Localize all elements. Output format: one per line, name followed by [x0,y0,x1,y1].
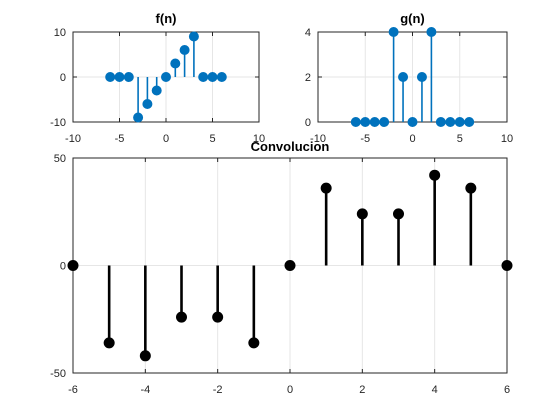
x-tick-label-convolution: -4 [140,384,150,396]
x-tick-label-fn: -5 [115,133,125,145]
x-tick-label-convolution: 0 [287,384,293,396]
stem-marker-gn [379,117,390,127]
stem-marker-fn [151,85,162,96]
stem-marker-convolution [176,311,187,323]
stem-marker-gn [407,117,418,127]
x-tick-label-convolution: -6 [68,384,78,396]
stem-marker-convolution [465,182,477,194]
stem-marker-convolution [501,260,513,271]
stem-marker-convolution [320,182,332,194]
y-tick-label-gn: 4 [305,27,311,39]
x-tick-label-fn: 0 [163,133,169,145]
stem-marker-fn [105,72,116,82]
x-tick-label-fn: 5 [209,133,215,145]
stem-marker-fn [198,72,209,82]
stem-marker-fn [123,72,134,82]
stem-marker-gn [388,27,399,37]
stem-marker-convolution [393,208,404,220]
y-tick-label-convolution: -50 [50,368,66,380]
stem-marker-gn [464,117,475,127]
stem-marker-fn [161,72,171,82]
stem-marker-convolution [212,311,224,323]
stem-marker-fn [179,45,190,55]
y-tick-label-fn: 10 [54,27,66,39]
chart-title-gn: g(n) [400,11,425,26]
y-tick-label-convolution: 50 [54,153,66,165]
stem-marker-gn [350,117,361,127]
chart-title-convolution: Convolucion [251,139,330,154]
stem-marker-fn [133,112,144,123]
x-tick-label-convolution: 4 [432,384,438,396]
stem-marker-fn [142,99,153,109]
stem-marker-fn [188,31,199,42]
x-tick-label-gn: 0 [409,133,415,145]
stem-marker-convolution [284,260,296,271]
y-tick-label-gn: 2 [305,72,311,84]
x-tick-label-convolution: 2 [359,384,365,396]
x-tick-label-fn: 10 [253,133,265,145]
stem-marker-gn [454,117,465,127]
x-tick-label-convolution: 6 [504,384,510,396]
stem-marker-gn [398,72,409,82]
x-tick-label-convolution: -2 [213,384,223,396]
stem-marker-gn [369,117,380,127]
axes-fn: -10 -5 0 5 10 -10 0 10 f(n) [50,11,265,145]
stem-marker-gn [445,117,456,127]
stem-marker-fn [170,58,181,69]
axes-gn: -10 -5 0 5 10 0 2 4 g(n) [305,11,513,145]
y-tick-label-fn: 0 [60,72,66,84]
stem-marker-fn [114,72,125,82]
y-tick-label-fn: -10 [50,117,66,129]
y-tick-label-convolution: 0 [60,261,66,273]
x-tick-label-gn: -10 [310,133,326,145]
stem-marker-convolution [67,260,79,271]
x-tick-label-gn: -5 [360,133,370,145]
stem-marker-fn [207,72,218,82]
stem-marker-gn [435,117,446,127]
stem-marker-convolution [103,337,115,349]
stem-marker-convolution [248,337,260,349]
stem-marker-convolution [139,350,151,362]
stem-marker-convolution [356,208,368,220]
x-tick-label-gn: 10 [501,133,513,145]
stem-marker-gn [416,72,427,82]
y-tick-label-gn: 0 [305,117,311,129]
stem-marker-gn [426,27,437,37]
x-tick-label-fn: -10 [65,133,81,145]
x-tick-label-gn: 5 [457,133,463,145]
axes-convolution: -6 -4 -2 0 2 4 6 -50 0 50 Convolucion [50,139,513,396]
stem-marker-gn [360,117,371,127]
chart-title-fn: f(n) [156,11,177,26]
stem-marker-fn [216,72,227,82]
stem-marker-convolution [429,169,441,181]
